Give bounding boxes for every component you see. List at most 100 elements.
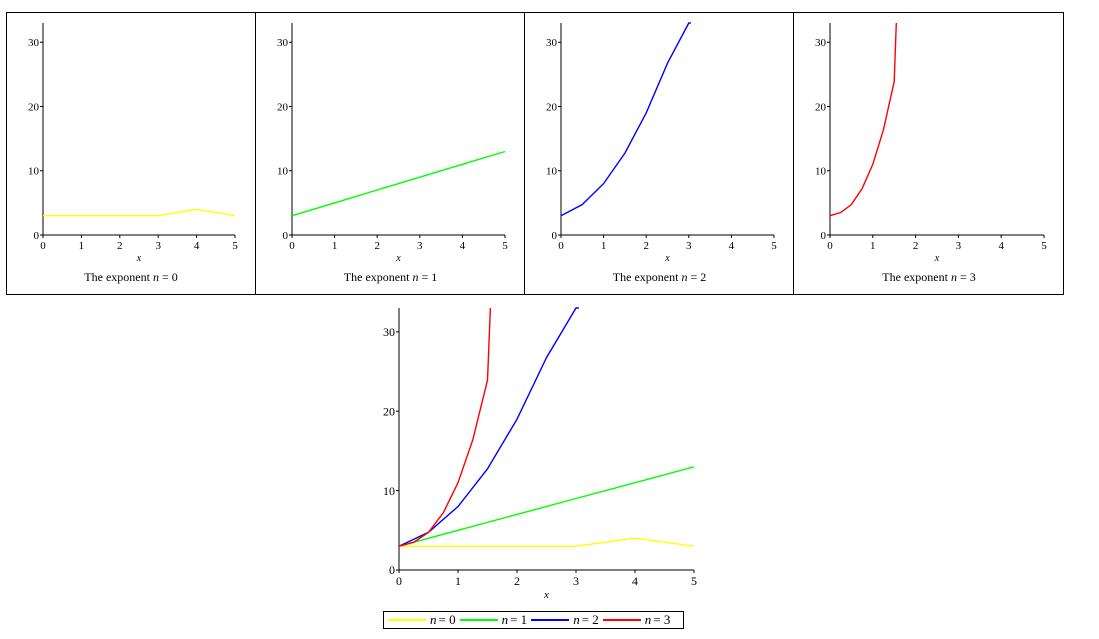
y-tick-label: 10: [815, 166, 827, 178]
legend-swatch: [531, 619, 570, 621]
y-tick-label: 0: [552, 230, 558, 242]
legend-swatch: [602, 619, 641, 621]
x-tick-label: 1: [79, 240, 85, 252]
legend-var: n: [644, 612, 652, 627]
y-tick-label: 20: [815, 101, 827, 113]
legend-swatch: [459, 619, 498, 621]
y-tick-label: 30: [28, 37, 40, 49]
legend-swatch: [388, 619, 426, 621]
panel-n3: 0 1 2 3 4 5 0 10 20 30 x The exponent n = 3: [793, 13, 1064, 294]
panel-n0: 0 1 2 3 4 5 0 10 20 30 x The exponent n = 0: [7, 13, 255, 294]
panel-n1: 0 1 2 3 4 5 0 10 20 30 x The exponent n = 1: [255, 13, 525, 294]
y-tick-label: 20: [546, 101, 558, 113]
x-tick-label: 2: [643, 240, 649, 252]
combined-series-line-2: [398, 307, 579, 547]
x-axis-label: x: [136, 253, 142, 264]
x-tick-label: 4: [729, 240, 735, 252]
x-tick-label: 3: [686, 240, 692, 252]
combined-series-line-1: [398, 466, 695, 547]
x-tick-label: 3: [155, 240, 161, 252]
caption-eq: = 1: [421, 270, 438, 284]
legend-eq: = 2: [581, 612, 599, 627]
y-tick-label: 10: [546, 166, 558, 178]
x-tick-label: 3: [417, 240, 423, 252]
y-tick-label: 30: [546, 37, 558, 49]
y-tick-label: 0: [821, 230, 827, 242]
caption-var: n: [681, 270, 688, 284]
x-tick-label: 2: [374, 240, 380, 252]
combined-series-line-3: [398, 307, 492, 547]
y-tick-label: 20: [277, 101, 289, 113]
panel-n2-caption: The exponent n = 2: [525, 270, 794, 285]
legend: n = 0 n = 1 n = 2 n = 3: [383, 611, 684, 629]
legend-var: n: [430, 612, 437, 627]
x-tick-label: 2: [117, 240, 123, 252]
panel-n0-caption: The exponent n = 0: [7, 270, 255, 285]
x-tick-label: 5: [1041, 240, 1047, 252]
panel-n2: 0 1 2 3 4 5 0 10 20 30 x The exponent n = 2: [524, 13, 794, 294]
panel-n2-plot: 0 1 2 3 4 5 0 10 20 30 x: [546, 22, 777, 264]
y-tick-label: 30: [383, 325, 395, 339]
x-tick-label: 0: [40, 240, 46, 252]
x-tick-label: 4: [460, 240, 466, 252]
panel-n1-caption: The exponent n = 1: [256, 270, 525, 285]
legend-item-n2: n = 2: [531, 612, 599, 628]
x-tick-label: 1: [455, 574, 461, 588]
y-tick-label: 0: [34, 230, 40, 242]
series-line-3: [829, 22, 897, 217]
x-tick-label: 0: [396, 574, 402, 588]
x-tick-label: 0: [289, 240, 295, 252]
legend-eq: = 1: [510, 612, 528, 627]
x-tick-label: 0: [558, 240, 564, 252]
series-line-1: [291, 150, 506, 217]
x-axis-label: x: [664, 253, 670, 264]
x-tick-label: 2: [514, 574, 520, 588]
x-tick-label: 5: [232, 240, 238, 252]
y-tick-label: 10: [383, 484, 395, 498]
y-tick-label: 10: [277, 166, 289, 178]
combined-series-line-0: [399, 537, 695, 547]
legend-item-n3: n = 3: [602, 612, 671, 628]
caption-var: n: [152, 270, 159, 284]
x-tick-label: 1: [870, 240, 876, 252]
caption-prefix: The exponent: [343, 270, 410, 284]
x-tick-label: 2: [913, 240, 919, 252]
y-tick-label: 0: [283, 230, 289, 242]
caption-eq: = 2: [690, 270, 707, 284]
caption-prefix: The exponent: [612, 270, 679, 284]
panel-n0-plot: 0 1 2 3 4 5 0 10 20 30 x: [28, 23, 238, 264]
x-tick-label: 0: [827, 240, 833, 252]
caption-prefix: The exponent: [84, 270, 150, 284]
series-line-2: [560, 22, 691, 217]
y-tick-label: 30: [815, 37, 827, 49]
caption-eq: = 0: [161, 270, 178, 284]
legend-eq: = 3: [653, 612, 671, 627]
caption-var: n: [412, 270, 419, 284]
x-axis-label: x: [395, 253, 401, 264]
caption-var: n: [950, 270, 957, 284]
y-tick-label: 20: [383, 404, 395, 418]
panel-n3-plot: 0 1 2 3 4 5 0 10 20 30 x: [815, 22, 1047, 264]
x-axis-label: x: [543, 589, 549, 601]
y-tick-label: 20: [28, 101, 40, 113]
combined-plot: 0 1 2 3 4 5 0 10 20 30 x: [383, 307, 697, 601]
x-tick-label: 5: [502, 240, 508, 252]
panel-n1-plot: 0 1 2 3 4 5 0 10 20 30 x: [277, 23, 508, 264]
legend-eq: = 0: [438, 612, 456, 627]
x-tick-label: 4: [632, 574, 638, 588]
legend-item-n1: n = 1: [459, 612, 528, 628]
panel-n3-caption: The exponent n = 3: [794, 270, 1064, 285]
x-tick-label: 3: [573, 574, 579, 588]
legend-item-n0: n = 0: [388, 612, 456, 628]
x-tick-label: 4: [998, 240, 1004, 252]
x-tick-label: 3: [956, 240, 962, 252]
x-tick-label: 5: [691, 574, 697, 588]
x-tick-label: 5: [771, 240, 777, 252]
x-tick-label: 1: [332, 240, 338, 252]
x-tick-label: 1: [601, 240, 607, 252]
series-line-0: [43, 208, 236, 217]
caption-eq: = 3: [959, 270, 976, 284]
legend-var: n: [501, 612, 509, 627]
x-axis-label: x: [934, 253, 940, 264]
